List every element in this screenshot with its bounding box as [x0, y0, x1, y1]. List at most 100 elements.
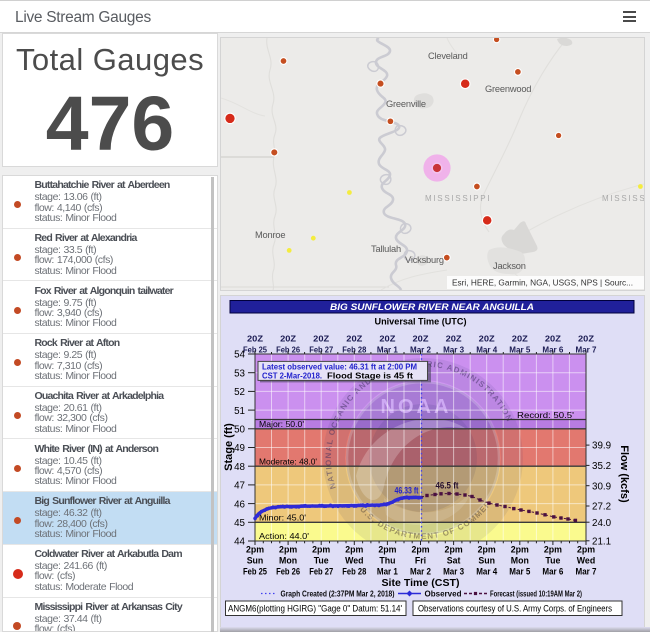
- svg-text:20Z: 20Z: [280, 334, 296, 344]
- svg-text:Latest observed value: 46.31: Latest observed value: 46.31 ft at 2:00 …: [262, 362, 417, 372]
- svg-text:2pm: 2pm: [478, 545, 496, 555]
- svg-text:Esri, HERE, Garmin, NGA, USGS,: Esri, HERE, Garmin, NGA, USGS, NPS | Sou…: [452, 278, 633, 288]
- svg-text:2pm: 2pm: [577, 545, 595, 555]
- svg-text:Universal Time (UTC): Universal Time (UTC): [375, 316, 467, 326]
- svg-text:Stage (ft): Stage (ft): [223, 423, 235, 471]
- svg-text:CST 2-Mar-2018.: CST 2-Mar-2018.: [262, 370, 322, 380]
- svg-text:2pm: 2pm: [345, 545, 363, 555]
- svg-text:Graph Created (2:37PM Mar 2, 2: Graph Created (2:37PM Mar 2, 2018): [281, 589, 395, 599]
- svg-text:Site Time (CST): Site Time (CST): [382, 577, 460, 589]
- svg-text:Mon: Mon: [511, 556, 529, 566]
- svg-text:Wed: Wed: [345, 556, 363, 566]
- svg-text:2pm: 2pm: [544, 545, 562, 555]
- svg-text:50: 50: [234, 425, 245, 436]
- svg-text:Moderate: 48.0': Moderate: 48.0': [259, 456, 317, 466]
- svg-text:Tallulah: Tallulah: [371, 244, 401, 254]
- svg-text:39.9: 39.9: [592, 441, 611, 452]
- svg-text:Mar 2: Mar 2: [410, 567, 431, 577]
- svg-text:52: 52: [234, 387, 245, 398]
- svg-text:Mar 6: Mar 6: [542, 567, 563, 577]
- svg-text:44: 44: [234, 537, 245, 548]
- svg-text:Feb 25: Feb 25: [243, 345, 267, 355]
- svg-text:49: 49: [234, 443, 245, 454]
- svg-text:Major: 50.0': Major: 50.0': [259, 419, 304, 429]
- svg-text:2pm: 2pm: [411, 545, 429, 555]
- svg-text:Fri: Fri: [415, 556, 426, 566]
- svg-text:48: 48: [234, 462, 245, 473]
- svg-text:53: 53: [234, 368, 245, 379]
- svg-text:Mar 4: Mar 4: [476, 345, 497, 355]
- svg-text:Mar 5: Mar 5: [509, 567, 530, 577]
- svg-text:Mar 3: Mar 3: [443, 567, 464, 577]
- svg-text:Mar 1: Mar 1: [377, 567, 398, 577]
- svg-text:Mar 3: Mar 3: [443, 345, 464, 355]
- svg-text:Thu: Thu: [379, 556, 395, 566]
- svg-text:27.2: 27.2: [592, 502, 611, 513]
- svg-text:51: 51: [234, 406, 245, 417]
- svg-text:20Z: 20Z: [479, 334, 495, 344]
- svg-text:21.1: 21.1: [592, 536, 611, 547]
- svg-text:Tue: Tue: [314, 556, 329, 566]
- svg-text:Vicksburg: Vicksburg: [405, 255, 444, 265]
- svg-text:Feb 27: Feb 27: [309, 567, 333, 577]
- svg-text:Action: 44.0': Action: 44.0': [259, 531, 309, 541]
- svg-text:Feb 28: Feb 28: [342, 345, 366, 355]
- svg-text:Mar 4: Mar 4: [476, 567, 497, 577]
- svg-text:Observations courtesy of U.S.: Observations courtesy of U.S. Army Corps…: [418, 604, 612, 614]
- svg-text:20Z: 20Z: [413, 334, 429, 344]
- svg-text:46.33 ft: 46.33 ft: [395, 485, 419, 495]
- svg-text:Tue: Tue: [545, 556, 560, 566]
- svg-text:Sun: Sun: [247, 556, 264, 566]
- svg-text:Feb 26: Feb 26: [276, 567, 300, 577]
- svg-text:20Z: 20Z: [578, 334, 594, 344]
- svg-text:20Z: 20Z: [379, 334, 395, 344]
- svg-text:30.9: 30.9: [592, 481, 611, 492]
- svg-text:2pm: 2pm: [445, 545, 463, 555]
- svg-text:Wed: Wed: [577, 556, 595, 566]
- svg-text:47: 47: [234, 481, 245, 492]
- svg-text:2pm: 2pm: [511, 545, 529, 555]
- svg-text:BIG SUNFLOWER RIVER NEAR ANGUI: BIG SUNFLOWER RIVER NEAR ANGUILLA: [330, 302, 534, 312]
- svg-text:Feb 25: Feb 25: [243, 567, 267, 577]
- svg-text:20Z: 20Z: [346, 334, 362, 344]
- svg-text:Forecast (issued 10:19AM Mar 2: Forecast (issued 10:19AM Mar 2): [490, 589, 582, 599]
- svg-text:Mon: Mon: [279, 556, 297, 566]
- svg-text:35.2: 35.2: [592, 461, 611, 472]
- svg-text:MISSISSIPPI: MISSISSIPPI: [425, 194, 491, 203]
- svg-text:Jackson: Jackson: [493, 261, 526, 271]
- svg-text:Sat: Sat: [447, 556, 461, 566]
- svg-text:20Z: 20Z: [313, 334, 329, 344]
- svg-text:Observed: Observed: [425, 589, 462, 599]
- svg-text:Greenwood: Greenwood: [485, 84, 531, 94]
- svg-text:Mar 2: Mar 2: [410, 345, 431, 355]
- svg-text:20Z: 20Z: [545, 334, 561, 344]
- svg-text:Sun: Sun: [478, 556, 495, 566]
- svg-text:2pm: 2pm: [312, 545, 330, 555]
- svg-text:NOAA: NOAA: [381, 396, 452, 418]
- svg-text:2pm: 2pm: [378, 545, 396, 555]
- svg-text:24.0: 24.0: [592, 518, 612, 529]
- svg-text:MISSISS: MISSISS: [602, 194, 644, 203]
- svg-text:54: 54: [234, 350, 245, 361]
- svg-text:Mar 5: Mar 5: [509, 345, 530, 355]
- svg-text:Mar 7: Mar 7: [576, 567, 597, 577]
- svg-text:2pm: 2pm: [279, 545, 297, 555]
- svg-text:Mar 6: Mar 6: [542, 345, 563, 355]
- svg-text:ANGM6(plotting HGIRG) "Gage 0": ANGM6(plotting HGIRG) "Gage 0" Datum: 51…: [228, 604, 402, 614]
- svg-text:2pm: 2pm: [246, 545, 264, 555]
- svg-text:20Z: 20Z: [446, 334, 462, 344]
- svg-text:Mar 7: Mar 7: [576, 345, 597, 355]
- svg-text:Flood Stage is 45 ft: Flood Stage is 45 ft: [327, 370, 413, 380]
- svg-text:Greenville: Greenville: [386, 99, 426, 109]
- svg-text:Cleveland: Cleveland: [428, 51, 468, 61]
- svg-text:46: 46: [234, 499, 245, 510]
- svg-text:Feb 27: Feb 27: [309, 345, 333, 355]
- svg-text:20Z: 20Z: [247, 334, 263, 344]
- svg-text:Record: 50.5': Record: 50.5': [517, 410, 574, 420]
- svg-text:Monroe: Monroe: [255, 230, 285, 240]
- svg-text:45: 45: [234, 518, 245, 529]
- svg-text:Feb 28: Feb 28: [342, 567, 366, 577]
- svg-text:Mar 1: Mar 1: [377, 345, 398, 355]
- svg-text:46.5 ft: 46.5 ft: [436, 481, 459, 491]
- svg-text:Flow (kcfs): Flow (kcfs): [618, 445, 630, 503]
